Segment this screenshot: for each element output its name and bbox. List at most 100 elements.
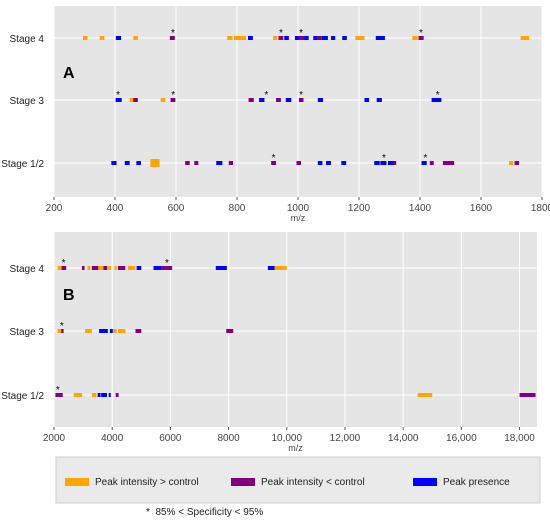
peak-mark (109, 329, 113, 333)
x-axis-title: m/z (288, 443, 303, 453)
peak-mark (99, 329, 108, 333)
peak-mark (135, 329, 142, 333)
x-tick-label: 400 (107, 203, 124, 214)
peak-mark (185, 161, 190, 165)
peak-mark (136, 266, 142, 270)
stage-label: Stage 1/2 (1, 159, 44, 170)
peak-mark (153, 266, 162, 270)
peak-mark (215, 266, 227, 270)
peak-mark (313, 36, 318, 40)
peak-mark (216, 161, 223, 165)
peak-mark (85, 329, 92, 333)
peak-mark (160, 98, 166, 102)
peak-mark (431, 98, 442, 102)
peak-mark (376, 98, 382, 102)
peak-mark (133, 36, 138, 40)
specificity-asterisk: * (56, 385, 60, 396)
peak-mark (317, 36, 322, 40)
peak-mark (169, 36, 175, 40)
specificity-footnote: * 85% < Specificity < 95% (146, 507, 263, 518)
specificity-asterisk: * (116, 90, 120, 101)
plot-background (54, 232, 537, 427)
legend-swatch-1 (231, 478, 255, 486)
panel-label: A (63, 65, 75, 82)
peak-mark (317, 161, 323, 165)
peak-mark (170, 98, 176, 102)
peak-mark (228, 161, 234, 165)
peak-mark (129, 98, 134, 102)
peak-mark (519, 393, 536, 397)
x-tick-label: 800 (229, 203, 246, 214)
peak-mark (298, 98, 304, 102)
specificity-asterisk: * (436, 90, 440, 101)
stage-label: Stage 3 (10, 96, 45, 107)
peak-mark (248, 98, 254, 102)
peak-mark (514, 161, 520, 165)
peak-mark (247, 36, 253, 40)
specificity-asterisk: * (419, 28, 423, 39)
peak-mark (99, 36, 105, 40)
peak-mark (111, 161, 117, 165)
panel-label: B (63, 287, 75, 304)
peak-mark (509, 161, 514, 165)
peak-mark (298, 36, 305, 40)
peak-mark (284, 36, 289, 40)
peak-mark (61, 266, 67, 270)
peak-mark (375, 36, 385, 40)
peak-mark (57, 266, 62, 270)
peak-mark (364, 98, 370, 102)
peak-mark (418, 36, 424, 40)
stage-label: Stage 1/2 (1, 391, 44, 402)
peak-mark (387, 161, 395, 165)
legend-label-2: Peak presence (443, 477, 510, 488)
peak-mark (342, 36, 347, 40)
peak-mark (57, 329, 62, 333)
peak-mark (136, 161, 141, 165)
peak-mark (118, 329, 126, 333)
stage-label: Stage 4 (10, 264, 45, 275)
peak-mark (330, 36, 336, 40)
peak-mark (285, 98, 292, 102)
peak-mark (227, 36, 233, 40)
x-axis-title: m/z (291, 213, 306, 223)
x-tick-label: 600 (168, 203, 185, 214)
legend-frame (55, 456, 541, 504)
peak-mark (98, 266, 104, 270)
peak-mark (271, 161, 277, 165)
peak-mark (124, 161, 130, 165)
peak-mark (272, 36, 278, 40)
peak-mark (106, 266, 112, 270)
peak-mark (81, 266, 85, 270)
peak-mark (274, 266, 287, 270)
peak-mark (108, 393, 111, 397)
specificity-asterisk: * (165, 258, 169, 269)
peak-mark (392, 161, 397, 165)
peak-mark (118, 266, 126, 270)
peak-mark (417, 393, 433, 397)
legend-item-2: Peak presence (413, 477, 510, 488)
specificity-asterisk: * (424, 153, 428, 164)
x-tick-label: 1000 (287, 203, 310, 214)
x-tick-label: 16,000 (446, 433, 477, 444)
legend-label-0: Peak intensity > control (95, 477, 199, 488)
x-tick-label: 200 (46, 203, 63, 214)
peak-mark (91, 266, 99, 270)
specificity-asterisk: * (264, 90, 268, 101)
legend-item-1: Peak intensity < control (231, 477, 365, 488)
x-tick-label: 1800 (531, 203, 550, 214)
x-tick-label: 12,000 (330, 433, 361, 444)
x-tick-label: 14,000 (388, 433, 419, 444)
peak-mark (355, 36, 365, 40)
specificity-asterisk: * (279, 28, 283, 39)
legend-item-0: Peak intensity > control (65, 477, 199, 488)
x-tick-label: 2000 (43, 433, 66, 444)
x-tick-label: 18,000 (504, 433, 535, 444)
peak-mark (115, 36, 122, 40)
peak-mark (133, 98, 138, 102)
peak-mark (103, 266, 107, 270)
x-tick-label: 1600 (470, 203, 493, 214)
specificity-asterisk: * (171, 28, 175, 39)
legend-swatch-0 (65, 478, 89, 486)
peak-mark (127, 266, 136, 270)
